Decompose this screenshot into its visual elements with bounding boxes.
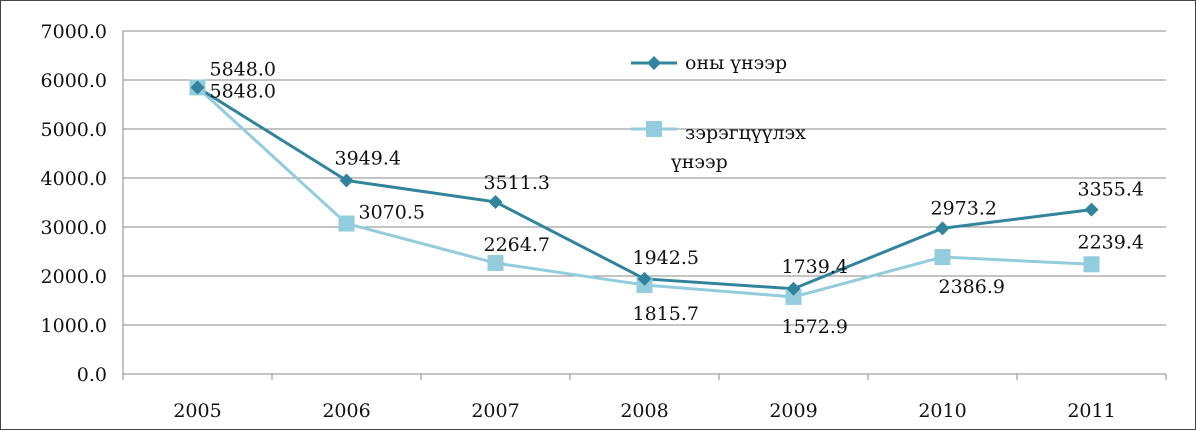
y-tick-label: 5000.0 — [41, 119, 107, 141]
data-label-series-1: 3949.4 — [335, 147, 401, 169]
y-tick-label: 2000.0 — [41, 266, 107, 288]
x-tick-label: 2006 — [322, 400, 370, 422]
x-tick-label: 2005 — [173, 400, 221, 422]
x-tick-label: 2008 — [620, 400, 668, 422]
legend-label-series-1: оны үнээр — [685, 52, 787, 74]
x-tick-label: 2010 — [918, 400, 966, 422]
data-label-series-1: 3511.3 — [484, 172, 550, 194]
y-tick-label: 6000.0 — [41, 70, 107, 92]
axes: 0.0 1000.0 2000.0 3000.0 4000.0 5000.0 6000.0 7… — [41, 21, 1167, 422]
legend-marker-series-1 — [647, 56, 661, 70]
data-label-series-2: 2386.9 — [939, 276, 1005, 298]
data-label-series-1: 2973.2 — [931, 197, 997, 219]
series-2-point — [785, 288, 802, 305]
x-tick-label: 2007 — [471, 400, 519, 422]
y-tick-label: 0.0 — [77, 364, 107, 386]
series-2-point — [487, 255, 504, 272]
data-label-series-2: 2264.7 — [484, 234, 550, 256]
series-1-point — [786, 281, 801, 296]
legend-marker-series-2 — [646, 121, 662, 137]
series-1-point — [935, 221, 950, 236]
series-lines — [189, 79, 1100, 305]
x-tick-label: 2009 — [769, 400, 817, 422]
series-1-point — [339, 173, 354, 188]
legend-label-series-2-line-2: үнээр — [670, 151, 728, 173]
x-tick-label: 2011 — [1067, 400, 1115, 422]
series-2-point — [338, 215, 355, 232]
series-2-point — [934, 249, 951, 266]
data-label-series-1: 1942.5 — [633, 247, 699, 269]
data-label-series-2: 5848.0 — [210, 80, 276, 102]
series-1-point — [637, 271, 652, 286]
series-1-point — [1084, 202, 1099, 217]
data-label-series-2: 3070.5 — [359, 202, 425, 224]
legend-label-series-2-line-1: зэрэгцүүлэх — [685, 122, 806, 144]
series-1-point — [190, 80, 205, 95]
data-label-series-1: 5848.0 — [210, 58, 276, 80]
data-label-series-1: 3355.4 — [1078, 179, 1144, 201]
data-label-series-2: 2239.4 — [1078, 231, 1144, 253]
y-tick-label: 4000.0 — [41, 168, 107, 190]
series-1-point — [488, 194, 503, 209]
data-label-series-2: 1572.9 — [782, 316, 848, 338]
y-tick-label: 7000.0 — [41, 21, 107, 43]
data-label-series-2: 1815.7 — [633, 303, 699, 325]
data-labels: 5848.0 3949.4 3511.3 1942.5 1739.4 2973.2 3355… — [210, 58, 1144, 337]
y-tick-label: 1000.0 — [41, 315, 107, 337]
series-2-point — [1083, 256, 1100, 273]
legend: оны үнээр зэрэгцүүлэх үнээр — [631, 52, 806, 173]
y-tick-label: 3000.0 — [41, 217, 107, 239]
data-label-series-1: 1739.4 — [782, 256, 848, 278]
